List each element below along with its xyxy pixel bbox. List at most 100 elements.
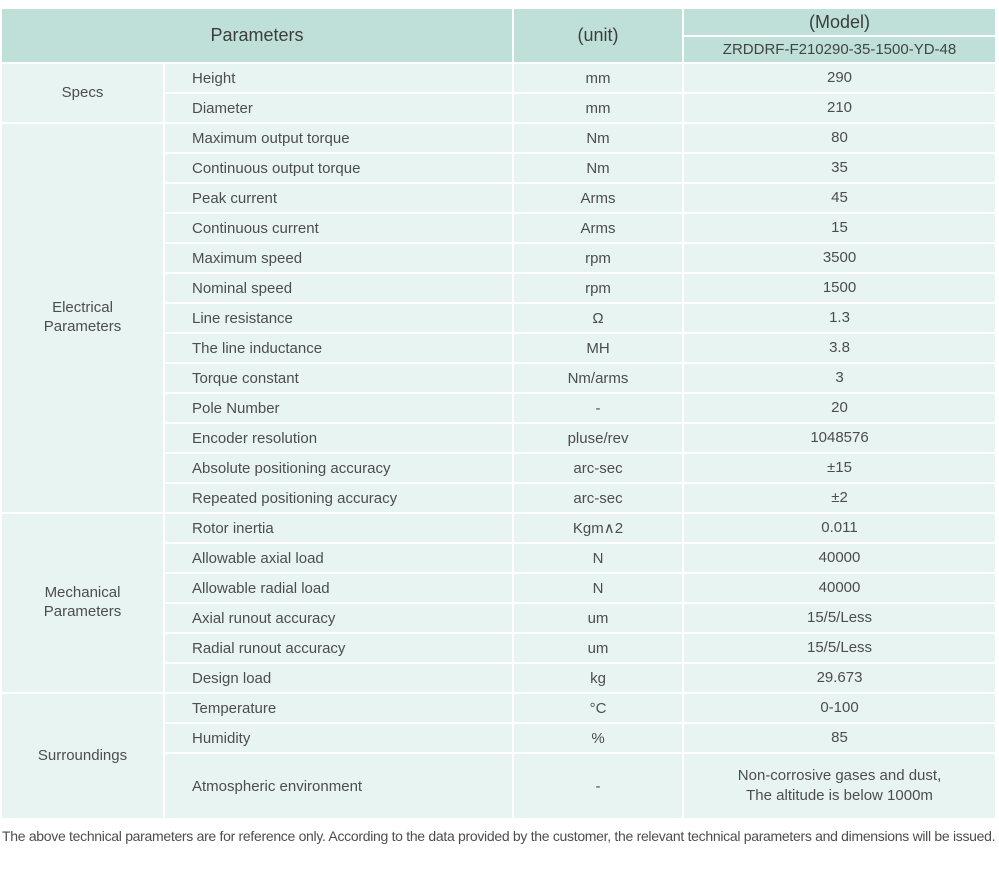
table-row: Torque constant Nm/arms 3	[2, 364, 996, 392]
param-unit: pluse/rev	[514, 424, 683, 452]
param-value: 15	[684, 214, 996, 242]
param-value: Non-corrosive gases and dust, The altitu…	[684, 754, 996, 818]
section-label-electrical: Electrical Parameters	[2, 124, 163, 512]
param-unit: mm	[514, 94, 683, 122]
table-row: Specs Height mm 290	[2, 64, 996, 122]
param-unit: Arms	[514, 184, 683, 212]
param-value: 15/5/Less	[684, 604, 996, 632]
section-label-surroundings: Surroundings	[2, 694, 163, 818]
table-row: Pole Number - 20	[2, 394, 996, 422]
param-value: 15/5/Less	[684, 634, 996, 662]
param-unit: arc-sec	[514, 484, 683, 512]
table-row: Encoder resolution pluse/rev 1048576	[2, 424, 996, 452]
param-unit: N	[514, 574, 683, 602]
section-label-mechanical: Mechanical Parameters	[2, 514, 163, 692]
param-value: 1500	[684, 274, 996, 302]
section-label-specs: Specs	[2, 64, 163, 122]
param-unit: um	[514, 634, 683, 662]
param-value: 0.011	[684, 514, 996, 542]
parameters-header: Parameters	[2, 9, 513, 62]
param-name: Continuous output torque	[165, 154, 513, 182]
param-unit: Nm	[514, 154, 683, 182]
param-value: 3.8	[684, 334, 996, 362]
param-value: 40000	[684, 544, 996, 572]
param-name: The line inductance	[165, 334, 513, 362]
model-number: ZRDDRF-F210290-35-1500-YD-48	[684, 37, 996, 62]
param-value: 45	[684, 184, 996, 212]
table-header: Parameters (unit) (Model) ZRDDRF-F210290…	[2, 9, 996, 62]
param-unit: rpm	[514, 244, 683, 272]
param-name: Allowable radial load	[165, 574, 513, 602]
param-name: Humidity	[165, 724, 513, 752]
param-name: Nominal speed	[165, 274, 513, 302]
header-row-1: Parameters (unit) (Model)	[2, 9, 996, 62]
table-row: Surroundings Temperature °C 0-100	[2, 694, 996, 818]
param-unit: kg	[514, 664, 683, 692]
param-unit: Ω	[514, 304, 683, 332]
param-name: Peak current	[165, 184, 513, 212]
table-row: Humidity % 85	[2, 724, 996, 752]
table-row: Atmospheric environment - Non-corrosive …	[2, 754, 996, 818]
param-name: Height	[165, 64, 513, 92]
spec-table: Parameters (unit) (Model) ZRDDRF-F210290…	[0, 7, 997, 820]
param-value: 210	[684, 94, 996, 122]
param-unit: %	[514, 724, 683, 752]
table-row: Repeated positioning accuracy arc-sec ±2	[2, 484, 996, 512]
param-value: 0-100	[684, 694, 996, 722]
param-name: Line resistance	[165, 304, 513, 332]
table-row: Continuous current Arms 15	[2, 214, 996, 242]
table-row: Design load kg 29.673	[2, 664, 996, 692]
param-value: 290	[684, 64, 996, 92]
param-name: Maximum speed	[165, 244, 513, 272]
footer-note: The above technical parameters are for r…	[2, 828, 996, 844]
table-row: The line inductance MH 3.8	[2, 334, 996, 362]
param-unit: arc-sec	[514, 454, 683, 482]
table-row: Maximum speed rpm 3500	[2, 244, 996, 272]
param-unit: mm	[514, 64, 683, 92]
param-name: Radial runout accuracy	[165, 634, 513, 662]
table-body: Specs Height mm 290 Diameter mm 210 Elec…	[2, 64, 996, 818]
param-value: 29.673	[684, 664, 996, 692]
param-value: 40000	[684, 574, 996, 602]
param-value: 80	[684, 124, 996, 152]
param-unit: Nm	[514, 124, 683, 152]
param-name: Rotor inertia	[165, 514, 513, 542]
table-row: Electrical Parameters Maximum output tor…	[2, 124, 996, 512]
param-value: 85	[684, 724, 996, 752]
table-row: Allowable radial load N 40000	[2, 574, 996, 602]
param-value: 1.3	[684, 304, 996, 332]
table-row: Axial runout accuracy um 15/5/Less	[2, 604, 996, 632]
param-name: Allowable axial load	[165, 544, 513, 572]
param-value: 3500	[684, 244, 996, 272]
param-unit: N	[514, 544, 683, 572]
table-row: Radial runout accuracy um 15/5/Less	[2, 634, 996, 662]
table-row: Peak current Arms 45	[2, 184, 996, 212]
param-name: Continuous current	[165, 214, 513, 242]
param-name: Axial runout accuracy	[165, 604, 513, 632]
table-row: Line resistance Ω 1.3	[2, 304, 996, 332]
table-row: Nominal speed rpm 1500	[2, 274, 996, 302]
table-row: Absolute positioning accuracy arc-sec ±1…	[2, 454, 996, 482]
unit-header: (unit)	[514, 9, 683, 62]
param-name: Maximum output torque	[165, 124, 513, 152]
param-name: Temperature	[165, 694, 513, 722]
param-unit: Kgm∧2	[514, 514, 683, 542]
param-value: 20	[684, 394, 996, 422]
param-name: Design load	[165, 664, 513, 692]
param-name: Torque constant	[165, 364, 513, 392]
param-value: ±2	[684, 484, 996, 512]
table-row: Mechanical Parameters Rotor inertia Kgm∧…	[2, 514, 996, 692]
table-row: Continuous output torque Nm 35	[2, 154, 996, 182]
param-unit: Arms	[514, 214, 683, 242]
param-unit: -	[514, 754, 683, 818]
param-name: Encoder resolution	[165, 424, 513, 452]
param-unit: °C	[514, 694, 683, 722]
model-header: (Model)	[684, 9, 996, 35]
header-row-2: ZRDDRF-F210290-35-1500-YD-48	[2, 37, 996, 62]
param-name: Pole Number	[165, 394, 513, 422]
param-name: Atmospheric environment	[165, 754, 513, 818]
param-value: 3	[684, 364, 996, 392]
param-name: Absolute positioning accuracy	[165, 454, 513, 482]
param-unit: rpm	[514, 274, 683, 302]
